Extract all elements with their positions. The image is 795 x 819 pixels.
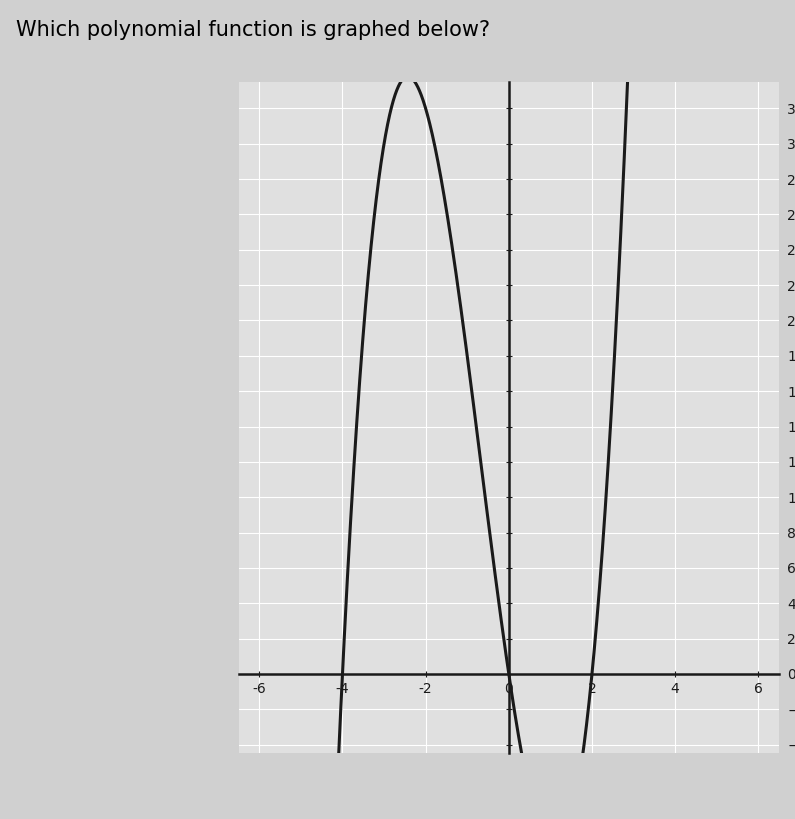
Text: Which polynomial function is graphed below?: Which polynomial function is graphed bel… (16, 20, 490, 40)
